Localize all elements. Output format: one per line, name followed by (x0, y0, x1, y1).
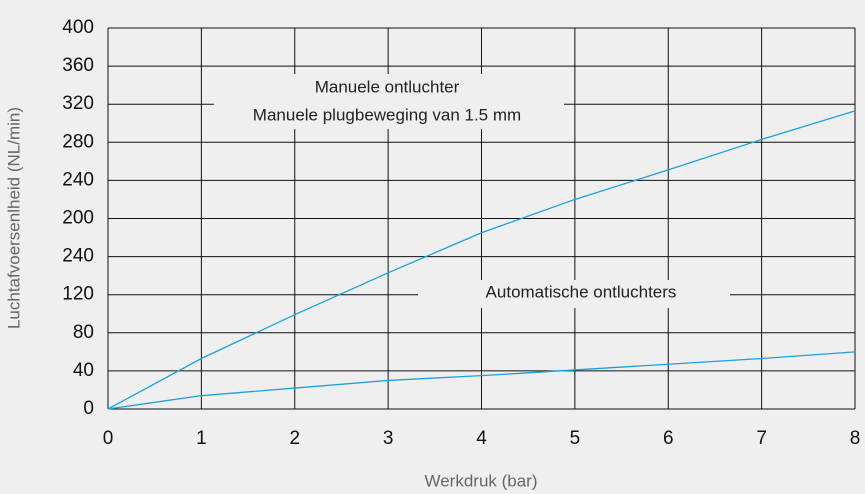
x-tick-label: 4 (476, 428, 487, 449)
x-tick-label: 1 (196, 428, 207, 449)
y-tick-label: 240 (62, 169, 94, 190)
line (107, 110, 856, 410)
annotation-bg (214, 74, 564, 129)
y-tick-label: 200 (62, 208, 94, 229)
annotation: Automatische ontluchters (486, 282, 677, 301)
y-tick-label: 240 (62, 246, 94, 267)
y-tick-label: 120 (62, 284, 94, 305)
x-axis-title: Werkdruk (bar) (424, 471, 537, 490)
y-tick-label: 80 (73, 322, 94, 343)
x-tick-label: 8 (850, 428, 861, 449)
y-axis-title: Luchtafvoersenlheid (NL/min) (4, 107, 23, 329)
y-tick-label: 40 (73, 360, 94, 381)
x-tick-label: 6 (663, 428, 674, 449)
x-tick-label: 2 (289, 428, 300, 449)
y-tick-label: 280 (62, 131, 94, 152)
y-tick-label: 400 (62, 17, 94, 38)
x-tick-label: 5 (570, 428, 581, 449)
annotation-bg (418, 280, 730, 308)
annotation: Manuele ontluchter (315, 77, 460, 96)
y-tick-label: 360 (62, 55, 94, 76)
x-tick-label: 0 (103, 428, 114, 449)
line (107, 351, 856, 410)
y-tick-label: 320 (62, 93, 94, 114)
x-tick-label: 3 (383, 428, 394, 449)
annotation: Manuele plugbeweging van 1.5 mm (253, 105, 521, 124)
x-tick-label: 7 (756, 428, 767, 449)
y-tick-label: 0 (83, 398, 94, 419)
